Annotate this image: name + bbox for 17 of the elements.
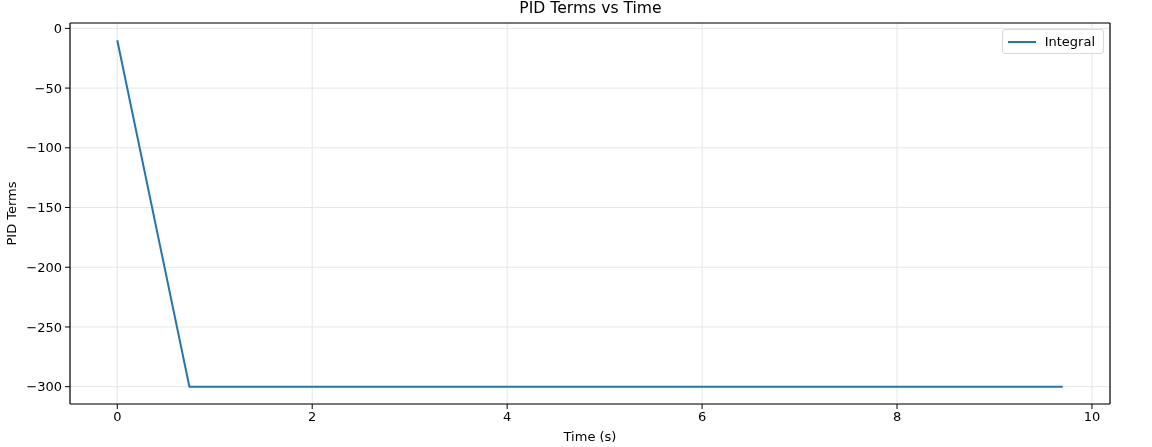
y-tick-label: −300 — [26, 379, 62, 395]
x-tick-label: 0 — [113, 409, 122, 425]
y-tick-label: −200 — [26, 259, 62, 275]
x-tick-label: 6 — [697, 409, 707, 425]
x-tick-label: 4 — [503, 409, 512, 425]
y-axis-title: PID Terms — [3, 181, 19, 246]
y-tick-label: −50 — [34, 80, 62, 96]
y-tick-label: −100 — [26, 140, 62, 156]
chart-title: PID Terms vs Time — [518, 0, 663, 17]
x-tick-label: 10 — [1083, 409, 1101, 425]
x-axis-title: Time (s) — [562, 429, 617, 444]
legend-label: Integral — [1044, 34, 1095, 49]
y-tick-label: −150 — [26, 200, 62, 216]
y-tick-label: −250 — [26, 319, 62, 335]
x-tick-label: 8 — [892, 409, 902, 425]
x-tick-label: 2 — [308, 409, 317, 425]
y-tick-label: 0 — [53, 20, 62, 36]
